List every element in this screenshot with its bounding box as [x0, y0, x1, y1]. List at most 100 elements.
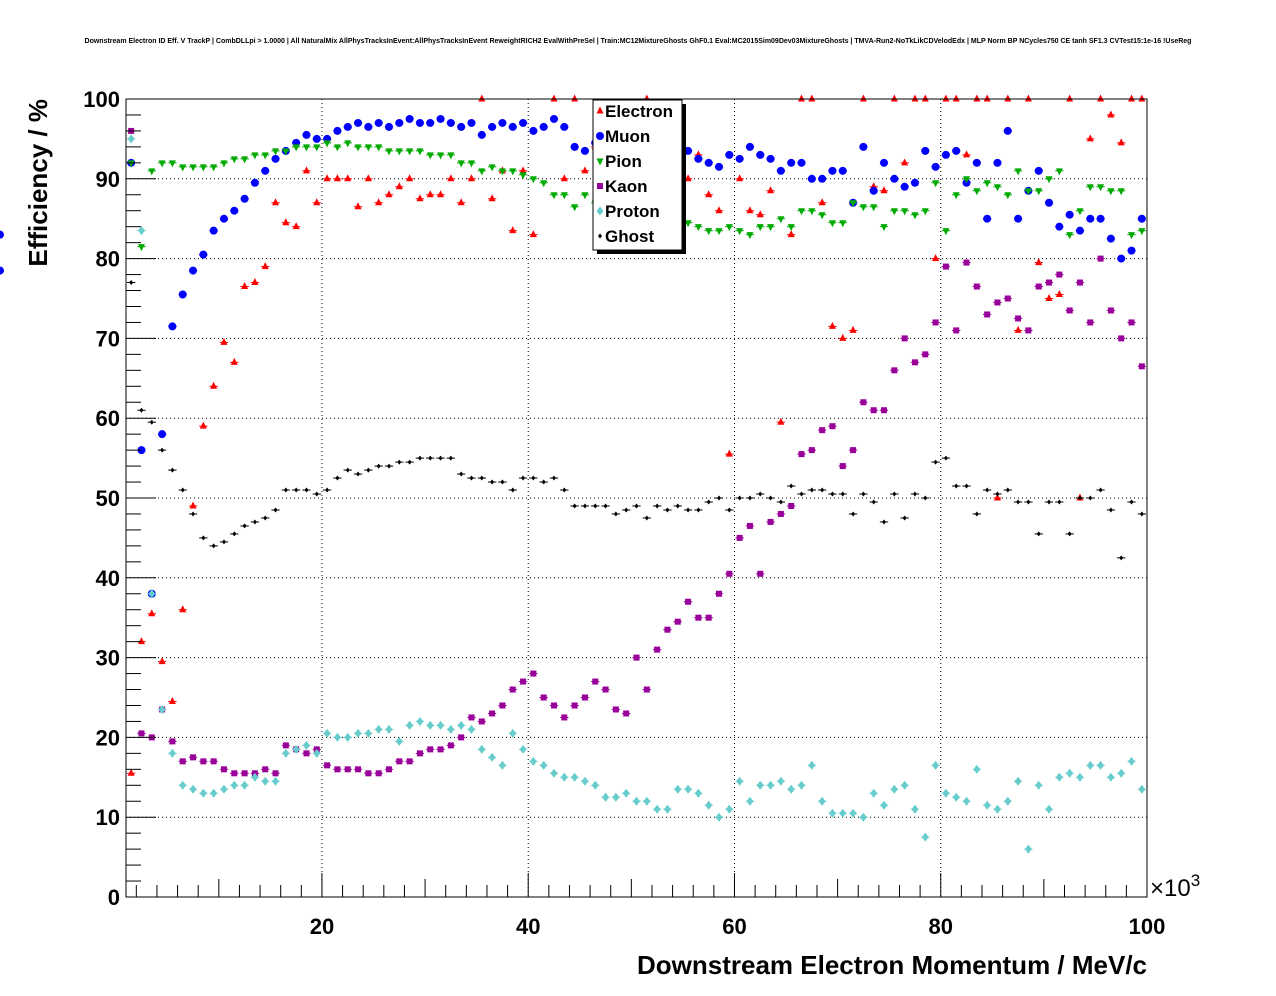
proton-marker [1004, 796, 1012, 806]
pion-point [972, 188, 981, 196]
ghost-point [632, 503, 641, 509]
proton-point [910, 804, 920, 814]
ghost-marker [191, 511, 196, 517]
ghost-point [1106, 507, 1116, 513]
proton-point [147, 589, 156, 599]
pion-marker [488, 164, 496, 172]
ghost-marker [634, 503, 639, 509]
kaon-marker [509, 686, 516, 693]
kaon-point [1013, 315, 1023, 322]
ghost-marker [840, 491, 845, 497]
pion-point [756, 224, 765, 232]
muon-marker [529, 126, 538, 135]
pion-marker [1004, 192, 1012, 200]
muon-point [415, 118, 425, 127]
proton-marker [385, 724, 393, 734]
proton-marker [241, 780, 249, 790]
kaon-marker [984, 311, 991, 318]
muon-marker [302, 130, 311, 139]
ghost-marker [706, 499, 711, 505]
muon-marker [354, 118, 363, 127]
electron-marker [478, 94, 486, 102]
pion-point [1055, 168, 1064, 176]
ghost-point [384, 463, 394, 469]
proton-point [209, 788, 218, 798]
muon-point [353, 118, 363, 127]
ghost-point [900, 515, 909, 521]
ghost-marker [758, 491, 763, 497]
proton-marker [406, 720, 414, 730]
proton-marker [993, 804, 1001, 814]
electron-marker [684, 174, 692, 182]
muon-marker [756, 150, 765, 159]
ghost-point [127, 280, 136, 286]
kaon-point [879, 407, 889, 414]
muon-marker [952, 146, 961, 155]
kaon-point [188, 754, 198, 761]
ghost-marker [366, 467, 371, 473]
pion-point [1024, 188, 1033, 196]
proton-point [487, 752, 497, 762]
pion-marker [354, 144, 362, 152]
proton-marker [158, 704, 166, 714]
ghost-point [1065, 531, 1074, 537]
pion-marker [777, 216, 785, 224]
muon-marker [725, 150, 734, 159]
kaon-point [137, 730, 146, 737]
muon-marker [1055, 222, 1064, 231]
electron-marker [952, 94, 960, 102]
electron-marker [911, 94, 919, 102]
pion-marker [870, 204, 878, 212]
kaon-point [797, 451, 806, 458]
proton-point [518, 744, 528, 754]
muon-marker [735, 154, 744, 163]
electron-marker [375, 198, 383, 206]
pion-point [374, 144, 383, 152]
proton-point [601, 792, 610, 802]
proton-marker [694, 788, 702, 798]
electron-marker [323, 174, 331, 182]
muon-marker [549, 114, 558, 123]
pion-point [261, 152, 270, 160]
y-tick-label: 10 [96, 805, 120, 830]
muon-point [333, 126, 342, 135]
proton-marker [447, 724, 455, 734]
muon-marker [560, 122, 569, 131]
ghost-point [539, 479, 548, 485]
proton-point [663, 804, 672, 814]
electron-marker [416, 194, 424, 202]
electron-point [745, 206, 755, 214]
muon-marker [312, 134, 321, 143]
pion-marker [529, 176, 537, 184]
muon-point [756, 150, 765, 159]
proton-marker [612, 792, 620, 802]
kaon-point [838, 463, 847, 470]
proton-marker [272, 776, 280, 786]
proton-marker [684, 784, 692, 794]
proton-marker [426, 720, 434, 730]
ghost-marker [809, 487, 814, 493]
muon-marker [0, 266, 4, 275]
pion-point [1117, 188, 1126, 196]
muon-point [364, 122, 373, 131]
electron-marker [333, 174, 341, 182]
ghost-point [508, 487, 517, 493]
ghost-point [1003, 487, 1012, 493]
pion-point [962, 176, 971, 184]
pion-point [704, 228, 713, 236]
proton-marker [127, 134, 135, 144]
ghost-point [446, 455, 456, 461]
kaon-point [890, 367, 899, 374]
pion-marker [787, 224, 795, 232]
pion-marker [241, 156, 249, 164]
muon-marker [405, 114, 414, 123]
electron-marker [529, 230, 537, 238]
proton-marker [148, 589, 156, 599]
proton-point [395, 736, 404, 746]
proton-point [900, 780, 909, 790]
ghost-point [921, 495, 930, 501]
electron-point [395, 182, 404, 190]
pion-marker [1045, 176, 1053, 184]
muon-marker [415, 118, 424, 127]
pion-point [879, 224, 889, 232]
